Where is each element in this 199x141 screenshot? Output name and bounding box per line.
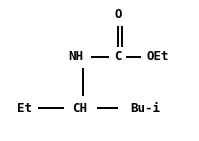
Text: CH: CH bbox=[72, 102, 88, 114]
Text: C: C bbox=[114, 50, 122, 63]
Text: Bu-i: Bu-i bbox=[130, 102, 160, 114]
Text: OEt: OEt bbox=[147, 50, 169, 63]
Text: NH: NH bbox=[68, 50, 84, 63]
Text: Et: Et bbox=[17, 102, 31, 114]
Text: O: O bbox=[114, 7, 122, 20]
